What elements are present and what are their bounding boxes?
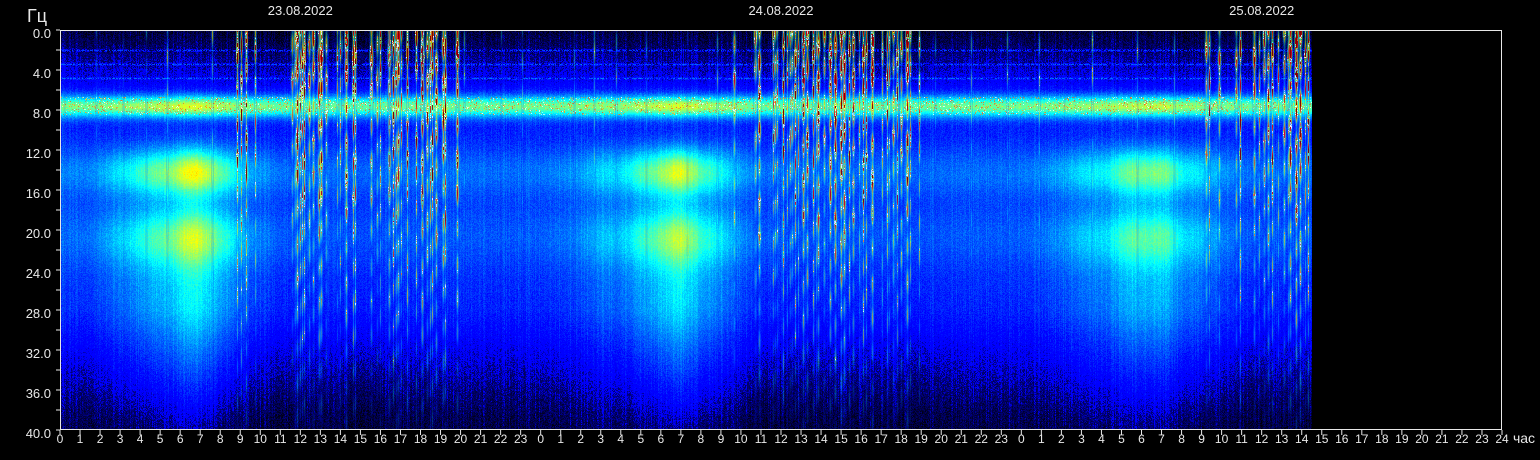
svg-text:5: 5	[1118, 432, 1125, 446]
svg-text:0.0: 0.0	[33, 26, 51, 41]
svg-text:10: 10	[254, 432, 268, 446]
svg-text:8: 8	[1178, 432, 1185, 446]
svg-text:7: 7	[1158, 432, 1165, 446]
svg-text:40.0: 40.0	[26, 426, 51, 441]
svg-text:2: 2	[97, 432, 104, 446]
svg-text:12: 12	[294, 432, 308, 446]
svg-text:20.0: 20.0	[26, 226, 51, 241]
svg-text:16: 16	[854, 432, 868, 446]
svg-text:0: 0	[57, 432, 64, 446]
svg-text:Гц: Гц	[27, 6, 47, 26]
svg-text:23: 23	[1475, 432, 1489, 446]
svg-text:11: 11	[1235, 432, 1248, 446]
svg-text:6: 6	[1138, 432, 1145, 446]
svg-text:4: 4	[137, 432, 144, 446]
svg-text:8: 8	[698, 432, 705, 446]
svg-text:9: 9	[718, 432, 725, 446]
svg-text:5: 5	[637, 432, 644, 446]
svg-text:15: 15	[834, 432, 848, 446]
svg-text:25.08.2022: 25.08.2022	[1229, 3, 1294, 18]
svg-text:14: 14	[814, 432, 828, 446]
svg-text:час: час	[1513, 430, 1535, 446]
svg-text:4: 4	[1098, 432, 1105, 446]
svg-text:3: 3	[597, 432, 604, 446]
svg-text:24: 24	[1495, 432, 1509, 446]
svg-text:7: 7	[197, 432, 204, 446]
svg-text:19: 19	[915, 432, 929, 446]
svg-text:9: 9	[1198, 432, 1205, 446]
svg-text:14: 14	[334, 432, 348, 446]
svg-text:1: 1	[77, 432, 84, 446]
svg-text:16: 16	[1335, 432, 1349, 446]
svg-text:36.0: 36.0	[26, 386, 51, 401]
svg-text:13: 13	[314, 432, 328, 446]
svg-text:19: 19	[434, 432, 448, 446]
svg-text:21: 21	[474, 432, 488, 446]
svg-text:12: 12	[1255, 432, 1269, 446]
svg-text:22: 22	[494, 432, 508, 446]
svg-text:17: 17	[874, 432, 888, 446]
svg-text:2: 2	[1058, 432, 1065, 446]
svg-text:32.0: 32.0	[26, 346, 51, 361]
svg-text:18: 18	[894, 432, 908, 446]
svg-text:22: 22	[975, 432, 989, 446]
svg-text:6: 6	[657, 432, 664, 446]
svg-text:1: 1	[1038, 432, 1045, 446]
svg-text:20: 20	[1415, 432, 1429, 446]
svg-text:24.08.2022: 24.08.2022	[748, 3, 813, 18]
svg-text:21: 21	[1435, 432, 1449, 446]
svg-text:13: 13	[794, 432, 808, 446]
svg-text:6: 6	[177, 432, 184, 446]
svg-text:22: 22	[1455, 432, 1469, 446]
svg-text:7: 7	[678, 432, 685, 446]
svg-text:9: 9	[237, 432, 244, 446]
svg-text:20: 20	[454, 432, 468, 446]
svg-text:2: 2	[577, 432, 584, 446]
svg-text:15: 15	[1315, 432, 1329, 446]
svg-text:15: 15	[354, 432, 368, 446]
svg-text:14: 14	[1295, 432, 1309, 446]
svg-text:4: 4	[617, 432, 624, 446]
svg-text:17: 17	[394, 432, 408, 446]
svg-text:23: 23	[514, 432, 528, 446]
svg-text:0: 0	[537, 432, 544, 446]
svg-text:24.0: 24.0	[26, 266, 51, 281]
svg-text:13: 13	[1275, 432, 1289, 446]
svg-text:12.0: 12.0	[26, 146, 51, 161]
svg-text:1: 1	[557, 432, 564, 446]
svg-text:0: 0	[1018, 432, 1025, 446]
svg-text:16.0: 16.0	[26, 186, 51, 201]
svg-text:4.0: 4.0	[33, 66, 51, 81]
svg-text:3: 3	[117, 432, 124, 446]
svg-text:20: 20	[935, 432, 949, 446]
svg-text:11: 11	[755, 432, 768, 446]
svg-text:5: 5	[157, 432, 164, 446]
svg-text:11: 11	[274, 432, 287, 446]
svg-text:8.0: 8.0	[33, 106, 51, 121]
svg-text:17: 17	[1355, 432, 1369, 446]
svg-text:8: 8	[217, 432, 224, 446]
svg-text:23.08.2022: 23.08.2022	[268, 3, 333, 18]
svg-text:23: 23	[995, 432, 1009, 446]
svg-text:18: 18	[414, 432, 428, 446]
svg-text:18: 18	[1375, 432, 1389, 446]
svg-text:28.0: 28.0	[26, 306, 51, 321]
svg-text:19: 19	[1395, 432, 1409, 446]
svg-text:16: 16	[374, 432, 388, 446]
svg-text:12: 12	[774, 432, 788, 446]
svg-text:10: 10	[1215, 432, 1229, 446]
svg-text:3: 3	[1078, 432, 1085, 446]
svg-text:10: 10	[734, 432, 748, 446]
svg-text:21: 21	[955, 432, 969, 446]
